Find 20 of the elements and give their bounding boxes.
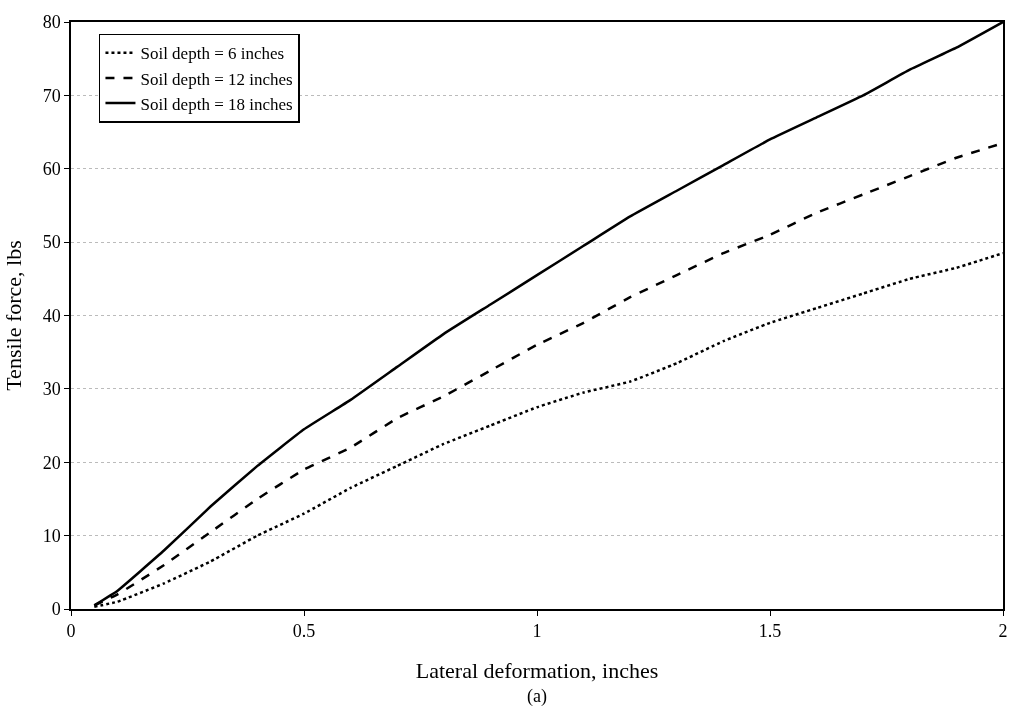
legend-label: Soil depth = 6 inches: [140, 44, 285, 64]
y-tick-label: 60: [42, 159, 61, 180]
x-tick-label: 1: [532, 621, 542, 642]
y-tick-label: 50: [42, 232, 61, 253]
x-axis-title: Lateral deformation, inches: [415, 657, 659, 683]
x-tick-label: 0: [66, 621, 76, 642]
legend-label: Soil depth = 18 inches: [140, 94, 293, 114]
y-tick-label: 40: [42, 305, 61, 326]
y-tick-label: 0: [51, 599, 61, 620]
y-axis-title: Tensile force, lbs: [0, 240, 26, 391]
legend-label: Soil depth = 12 inches: [140, 69, 293, 89]
x-tick-label: 0.5: [292, 621, 316, 642]
text: (a): [527, 686, 547, 707]
y-tick-label: 70: [42, 85, 61, 106]
x-tick-label: 2: [998, 621, 1008, 642]
x-tick-label: 1.5: [758, 621, 782, 642]
y-tick-label: 30: [42, 379, 61, 400]
y-tick-label: 80: [42, 12, 61, 33]
y-tick-label: 20: [42, 452, 61, 473]
y-tick-label: 10: [42, 525, 61, 546]
